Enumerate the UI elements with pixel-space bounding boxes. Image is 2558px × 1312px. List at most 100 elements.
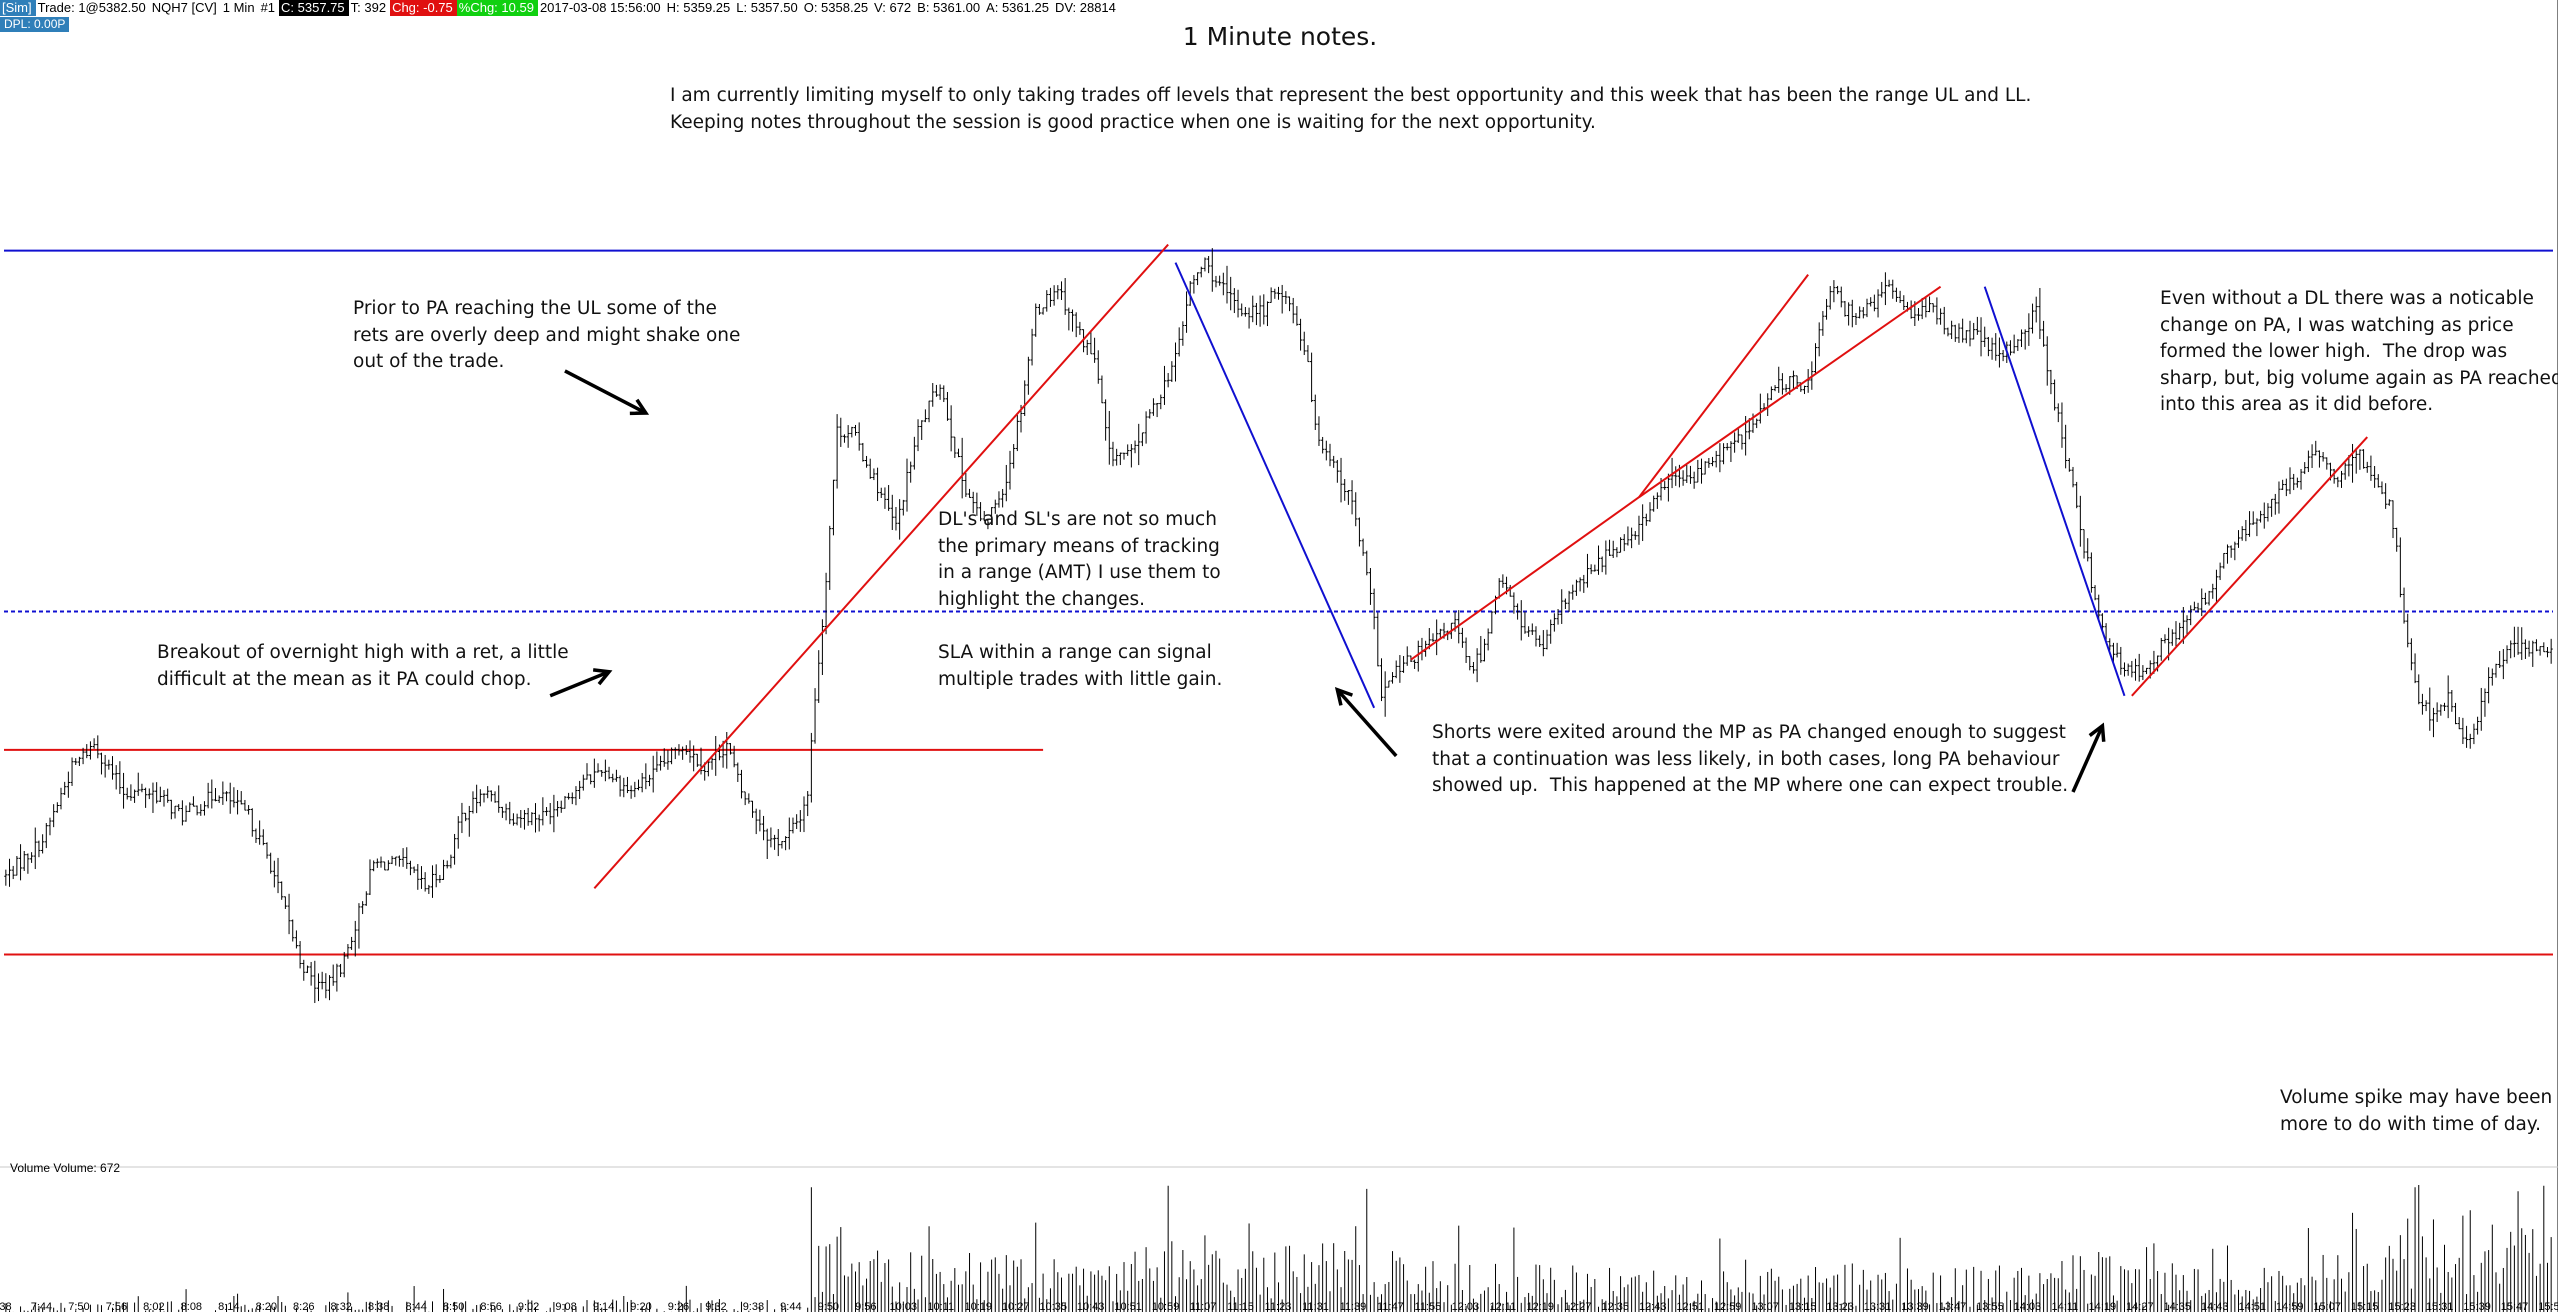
ohlc-bar — [372, 860, 376, 872]
ohlc-bar — [1626, 526, 1630, 546]
ohlc-bar — [916, 419, 920, 452]
ohlc-bar — [1633, 531, 1637, 540]
ohlc-bar — [2483, 688, 2487, 717]
ohlc-bar — [1324, 440, 1328, 461]
ohlc-bar — [1714, 450, 1718, 468]
time-tick-label: 9:14 — [593, 1301, 614, 1312]
ohlc-bar — [603, 759, 607, 782]
note-sla: SLA within a range can signal multiple tr… — [938, 640, 1222, 693]
ohlc-bar — [2122, 662, 2127, 677]
low-value: L: 5357.50 — [736, 0, 798, 15]
ohlc-bar — [787, 817, 791, 850]
ohlc-bar — [2303, 462, 2307, 475]
ohlc-bar — [2413, 653, 2417, 684]
ohlc-bar — [177, 804, 181, 812]
ohlc-bar — [2391, 500, 2395, 539]
ohlc-bar — [232, 787, 236, 808]
ohlc-bar — [1070, 309, 1075, 332]
ohlc-bar — [2501, 649, 2505, 680]
ohlc-bar — [2468, 733, 2472, 749]
ohlc-bar — [1468, 656, 1472, 671]
time-tick-label: 10:11 — [927, 1301, 954, 1312]
ohlc-bar — [1585, 553, 1590, 588]
ohlc-bar — [1155, 403, 1159, 418]
ohlc-bar — [1589, 564, 1593, 575]
ohlc-bar — [684, 745, 688, 755]
ohlc-bar — [405, 847, 409, 869]
ohlc-bar — [243, 799, 247, 811]
ohlc-bar — [2369, 455, 2373, 481]
ohlc-bar — [1133, 440, 1137, 454]
ohlc-bar — [302, 959, 306, 981]
ohlc-bar — [2343, 462, 2347, 480]
ohlc-bar — [1383, 671, 1387, 717]
ohlc-bar — [1078, 321, 1082, 335]
ohlc-bar — [1732, 432, 1737, 453]
ohlc-bar — [155, 782, 159, 804]
ohlc-bar — [2030, 303, 2035, 334]
ohlc-bar — [1766, 393, 1770, 417]
ohlc-bar — [486, 786, 490, 799]
ohlc-bar — [2527, 640, 2531, 657]
ohlc-bar — [313, 960, 317, 1004]
time-tick-label: 12:35 — [1601, 1301, 1629, 1312]
ohlc-bar — [305, 965, 310, 974]
ohlc-bar — [2520, 627, 2524, 660]
ohlc-bar — [2144, 667, 2149, 675]
ohlc-bar — [839, 417, 843, 447]
ohlc-bar — [1942, 306, 1946, 335]
ohlc-bar — [780, 841, 784, 849]
ohlc-bar — [2196, 602, 2200, 613]
ohlc-bar — [2075, 481, 2079, 509]
ohlc-bar — [379, 856, 383, 868]
note-line: highlight the changes. — [938, 588, 1146, 610]
ohlc-bar — [743, 791, 747, 806]
ohlc-bar — [44, 823, 48, 849]
ohlc-bar — [2045, 336, 2049, 386]
ohlc-bar — [37, 840, 41, 858]
time-tick-label: 12:19 — [1527, 1301, 1555, 1312]
ohlc-bar — [338, 963, 343, 978]
ohlc-bar — [1479, 636, 1483, 663]
ohlc-bar — [2273, 493, 2277, 515]
ohlc-bar — [1630, 527, 1634, 549]
ohlc-bar — [342, 951, 346, 978]
ohlc-bar — [1313, 394, 1317, 430]
note-volume-spike: Volume spike may have been more to do wit… — [2280, 1085, 2552, 1138]
ohlc-bar — [1512, 592, 1516, 614]
ohlc-bar — [1398, 655, 1402, 683]
ohlc-bar — [1791, 370, 1796, 390]
ohlc-bar — [931, 383, 935, 407]
ohlc-bar — [188, 802, 192, 813]
ohlc-bar — [2019, 329, 2024, 348]
ohlc-bar — [1648, 502, 1652, 522]
ohlc-bar — [2295, 477, 2299, 488]
ohlc-bar — [1894, 287, 1899, 302]
time-tick-label: 13:55 — [1976, 1301, 2004, 1312]
ohlc-bar — [1784, 384, 1788, 393]
ohlc-bar — [2214, 569, 2219, 602]
ohlc-bar — [1096, 350, 1100, 384]
ohlc-bar — [103, 754, 107, 778]
ohlc-bar — [1166, 373, 1170, 388]
note-line: rets are overly deep and might shake one — [353, 324, 741, 346]
ohlc-bar — [77, 756, 82, 766]
ohlc-bar — [747, 793, 751, 804]
time-tick-label: 14:35 — [2164, 1301, 2192, 1312]
ohlc-bar — [1041, 307, 1045, 315]
ohlc-bar — [541, 797, 545, 826]
ohlc-bar — [1137, 423, 1141, 466]
ohlc-bar — [1567, 590, 1571, 612]
trade-label: Trade: 1@5382.50 — [37, 0, 146, 15]
ohlc-bar — [563, 796, 567, 809]
ohlc-bar — [504, 803, 508, 821]
note-even-without-dl: Even without a DL there was a noticable c… — [2160, 286, 2558, 419]
ohlc-bar — [1652, 495, 1656, 512]
time-tick-label: 10:59 — [1152, 1301, 1180, 1312]
ohlc-bar — [1674, 466, 1678, 486]
ohlc-bar — [1699, 458, 1704, 484]
ohlc-bar — [872, 468, 876, 481]
ohlc-bar — [692, 745, 696, 772]
ohlc-bar — [920, 420, 924, 440]
